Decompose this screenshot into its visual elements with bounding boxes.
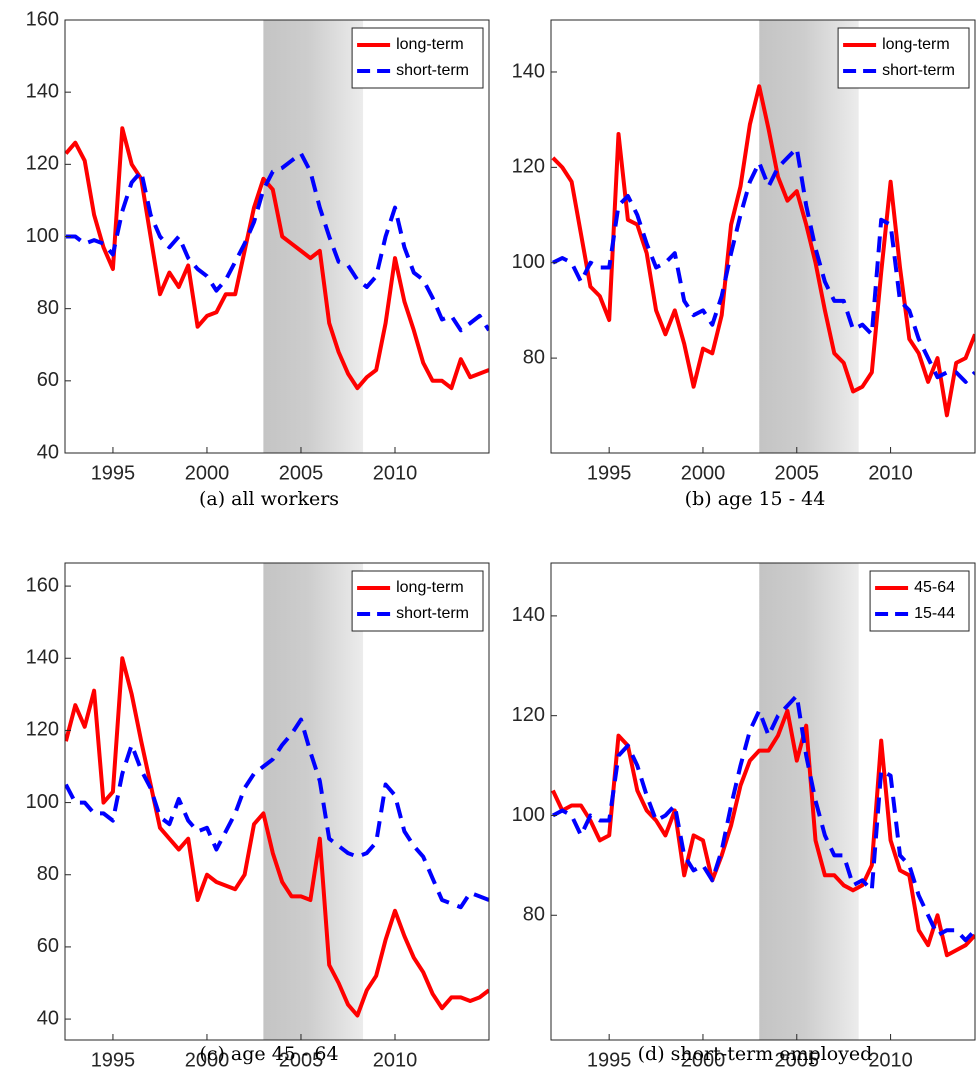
- y-tick-label: 120: [26, 719, 59, 741]
- x-tick-label: 2010: [868, 462, 913, 484]
- x-tick-label: 2000: [185, 462, 230, 484]
- y-tick-label: 120: [512, 156, 545, 178]
- series-line: [551, 693, 975, 943]
- series-line: [65, 717, 489, 910]
- x-tick-label: 1995: [91, 1049, 136, 1069]
- y-tick-label: 40: [37, 441, 59, 463]
- shaded-span: [263, 20, 364, 453]
- y-tick-label: 60: [37, 935, 59, 957]
- legend-box: [351, 27, 484, 89]
- y-tick-label: 80: [523, 346, 545, 368]
- caption: (a) all workers: [199, 488, 339, 510]
- legend-label: 45-64: [914, 579, 955, 596]
- y-tick-label: 40: [37, 1007, 59, 1029]
- legend-box: [351, 570, 484, 632]
- legend: long-term short-term: [837, 27, 970, 89]
- caption: (b) age 15 - 44: [685, 488, 826, 510]
- y-tick-label: 60: [37, 369, 59, 391]
- series-line: [65, 656, 489, 1018]
- x-tick-label: 1995: [587, 1049, 632, 1069]
- y-tick-label: 120: [512, 704, 545, 726]
- legend-box: [869, 570, 970, 632]
- x-tick-label: 2000: [681, 1049, 726, 1069]
- y-tick-label: 160: [26, 8, 59, 30]
- x-tick-label: 2005: [775, 1049, 820, 1069]
- x-tick-label: 1995: [587, 462, 632, 484]
- x-tick-label: 2000: [681, 462, 726, 484]
- legend-label: long-term: [396, 36, 464, 53]
- series-line: [551, 708, 975, 958]
- shaded-span: [759, 563, 859, 1040]
- y-tick-label: 80: [523, 904, 545, 926]
- legend-label: 15-44: [914, 605, 955, 622]
- x-tick-label: 2010: [373, 1049, 418, 1069]
- y-tick-label: 140: [512, 60, 545, 82]
- y-tick-label: 100: [512, 804, 545, 826]
- y-tick-label: 140: [26, 647, 59, 669]
- legend-label: short-term: [396, 62, 469, 79]
- legend-label: short-term: [882, 62, 955, 79]
- y-tick-label: 80: [37, 297, 59, 319]
- y-tick-label: 100: [26, 791, 59, 813]
- panel: 40 60 80 100 120 140 160 1995 2000 2005 2010 (a) al…: [26, 8, 490, 510]
- y-tick-label: 160: [26, 574, 59, 596]
- series-line: [551, 84, 975, 418]
- y-tick-label: 140: [512, 604, 545, 626]
- axes-box: [64, 562, 490, 1041]
- x-tick-label: 2005: [279, 462, 324, 484]
- x-tick-label: 2010: [868, 1049, 913, 1069]
- x-tick-label: 2000: [185, 1049, 230, 1069]
- x-tick-label: 1995: [91, 462, 136, 484]
- x-tick-label: 2005: [279, 1049, 324, 1069]
- shaded-span: [263, 563, 364, 1040]
- legend: long-term short-term: [351, 570, 484, 632]
- y-tick-label: 80: [37, 863, 59, 885]
- y-tick-label: 100: [512, 251, 545, 273]
- x-tick-label: 2010: [373, 462, 418, 484]
- legend: 45-64 15-44: [869, 570, 970, 632]
- legend: long-term short-term: [351, 27, 484, 89]
- y-tick-label: 120: [26, 153, 59, 175]
- x-tick-label: 2005: [775, 462, 820, 484]
- legend-label: short-term: [396, 605, 469, 622]
- legend-box: [837, 27, 970, 89]
- axes-box: [550, 19, 976, 454]
- legend-label: long-term: [882, 36, 950, 53]
- panel: 80 100 120 140 1995 2000 2005 2010(d) short-ter…: [512, 562, 976, 1069]
- panel: 80 100 120 140 1995 2000 2005 2010 (b) age 15 - …: [512, 19, 976, 510]
- caption: (d) short-term employed: [638, 1043, 873, 1065]
- axes-box: [550, 562, 976, 1041]
- panel: 40 60 80 100 120 140 160 1995 2000 2005 2010 (c) ag…: [26, 562, 490, 1069]
- legend-label: long-term: [396, 579, 464, 596]
- series-line: [65, 151, 489, 333]
- y-tick-label: 100: [26, 225, 59, 247]
- caption: (c) age 45 - 64: [199, 1043, 338, 1065]
- y-tick-label: 140: [26, 80, 59, 102]
- series-line: [552, 146, 975, 384]
- series-line: [65, 126, 489, 391]
